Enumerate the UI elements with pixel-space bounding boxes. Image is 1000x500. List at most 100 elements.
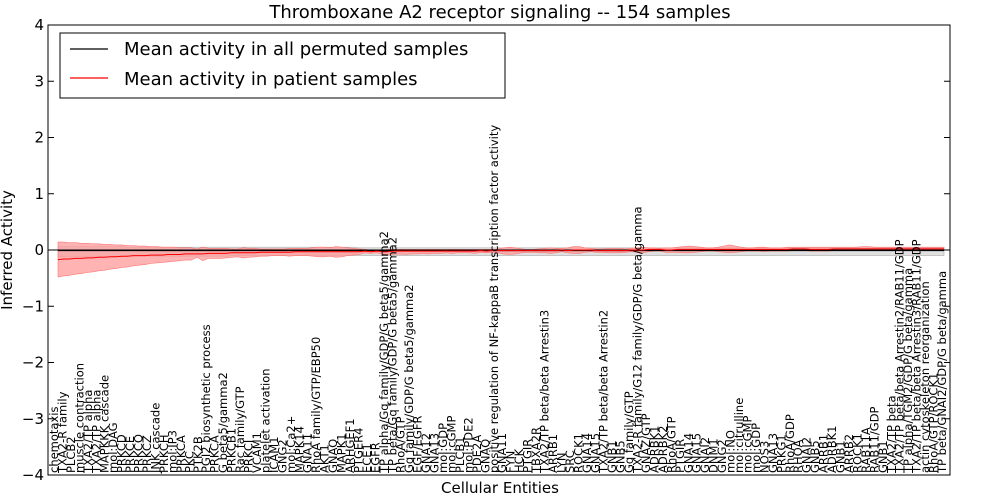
category-label: PRKCH (157, 434, 171, 473)
category-label: GNA14 (681, 433, 695, 473)
category-label: platelet activation (258, 368, 272, 473)
category-label: ADRBK1 (825, 426, 839, 473)
plot-frame (47, 24, 951, 476)
category-label: RhoA family/GTP/EBP50 (309, 337, 323, 473)
category-label: MAPK1 (335, 433, 349, 473)
category-label: ADRBK1 (648, 426, 662, 473)
x-axis-label: Cellular Entities (441, 479, 559, 497)
category-label: PTGIR (521, 439, 535, 473)
category-label: ARHGEF1 (343, 418, 357, 473)
category-label: RAB11/GDP (867, 406, 881, 473)
patient-mean-line (57, 248, 944, 261)
category-label: PRKCZ (140, 435, 154, 473)
category-label: GNA13 (428, 433, 442, 473)
category-label: TXA2/TP beta (884, 395, 898, 474)
category-label: GNAZ/GTP (639, 413, 653, 473)
category-label: TXA2/TP alpha (89, 390, 103, 474)
category-label: GNB5 (808, 440, 822, 473)
y-tick-label: 3 (34, 72, 44, 90)
category-label: mol:GDP (749, 423, 763, 473)
category-label: GNA15 (690, 433, 704, 473)
category-label: GNB5 (614, 440, 628, 473)
category-label: PTK2B (191, 436, 205, 473)
category-label: mol:cGMP (445, 416, 459, 473)
category-label: GNB1 (834, 440, 848, 473)
category-label: PGI2 biosynthetic process (199, 324, 213, 473)
category-label: TP beta/GNAI2/GDP/G beta/gamma (935, 271, 949, 474)
category-label: VCAM1 (250, 432, 264, 473)
y-tick-label: 1 (34, 185, 44, 203)
category-label: ECE1 (360, 443, 374, 473)
category-label: TXA2-R family/G12 family/GDP/G beta/gamm… (631, 206, 645, 474)
category-label: RhoA/GTP (394, 416, 408, 473)
category-label: LYN (554, 452, 568, 473)
category-label: FYN (504, 451, 518, 473)
category-label: GNG2 (275, 439, 289, 473)
category-label: TXA2/TP beta/beta Arrestin3 (538, 310, 552, 474)
category-label: mol:Ca2+ (284, 416, 298, 473)
plot-area (48, 241, 950, 278)
category-label: PRKCI (242, 440, 256, 473)
category-label: TBXA2R (529, 427, 543, 474)
y-tick-label: 0 (34, 241, 44, 259)
y-axis-label: Inferred Activity (0, 190, 16, 310)
category-label: EGFR (368, 442, 382, 473)
category-label: RhoA/GTP/ROCK1 (927, 373, 941, 473)
category-label: AKT1 (318, 444, 332, 473)
category-label: ARRB2 (842, 434, 856, 473)
category-label: RAB11A (859, 427, 873, 473)
y-tick-label: −3 (22, 410, 44, 428)
category-label: mol:GDP (436, 423, 450, 473)
category-label: G beta5/gamma2 (216, 372, 230, 473)
category-label: Rac family/GTP (233, 386, 247, 473)
category-label: actin cytoskeleton reorganization (918, 281, 932, 473)
category-label: GNAI2 (800, 437, 814, 473)
category-label: PRKCE (123, 436, 137, 473)
category-label: ARRB1 (817, 434, 831, 473)
chart-title: Thromboxane A2 receptor signaling -- 154… (268, 2, 730, 23)
category-label: GNB1 (605, 440, 619, 473)
category-label: muscle contraction (72, 363, 86, 473)
y-tick-label: −4 (22, 466, 44, 484)
category-label: TXA2/TP beta/beta Arrestin2/RAB11/GDP (893, 239, 907, 474)
y-tick-label: 2 (34, 129, 44, 147)
category-label: ADRBK2 (656, 426, 670, 473)
category-label: DNM1 (707, 438, 721, 473)
category-label: MAPK14 (292, 426, 306, 473)
category-label: ROCK1 (850, 433, 864, 473)
category-label: PDE2A (470, 435, 484, 473)
category-label: GNB1 (876, 440, 890, 473)
legend-permuted-label: Mean activity in all permuted samples (124, 39, 468, 60)
category-label: GNA15 (588, 433, 602, 473)
category-label: positive regulation of NF-kappaB transcr… (487, 125, 501, 473)
category-label: TXA2/TP beta/beta Arrestin2 (597, 310, 611, 474)
category-label: Gq family/GDP/G beta5/gamma2 (402, 284, 416, 473)
category-label: ICAM1 (267, 436, 281, 473)
category-label: GNA13 (766, 433, 780, 473)
category-label: GNA12 (419, 433, 433, 473)
category-label: GNA14 (580, 433, 594, 473)
category-label: HCK (512, 448, 526, 473)
category-label: PRKCD (115, 434, 129, 473)
y-tick-label: −2 (22, 354, 44, 372)
category-label: GNAQ (478, 439, 492, 473)
category-label: SRC (563, 450, 577, 473)
y-tick-label: 4 (34, 16, 44, 34)
category-label: GNA11 (495, 433, 509, 473)
category-label: RhoA/GTP (664, 416, 678, 473)
category-label: chemotaxis (47, 407, 61, 473)
category-label: mol:DAG (106, 422, 120, 473)
category-label: MAPKKK cascade (98, 375, 112, 473)
category-label: GNG2 (715, 439, 729, 473)
category-label: PTGIR (673, 439, 687, 473)
category-label: TP alpha/Gq family/GDP/G beta5/gamma2 (377, 231, 391, 474)
category-label: GNAI2 (698, 437, 712, 473)
category-label: TP alpha/TGM2/GDP/G beta/gamma (901, 268, 915, 474)
category-label: TXA2/TP beta/beta Arrestin3/RAB11/GDP (910, 239, 924, 474)
category-label: EGF/EGFR (411, 416, 425, 473)
category-label: mol:NO (724, 430, 738, 473)
legend-box (59, 32, 506, 99)
category-label: TP beta/Gq family/GDP/G beta5/gamma2 (385, 237, 399, 474)
